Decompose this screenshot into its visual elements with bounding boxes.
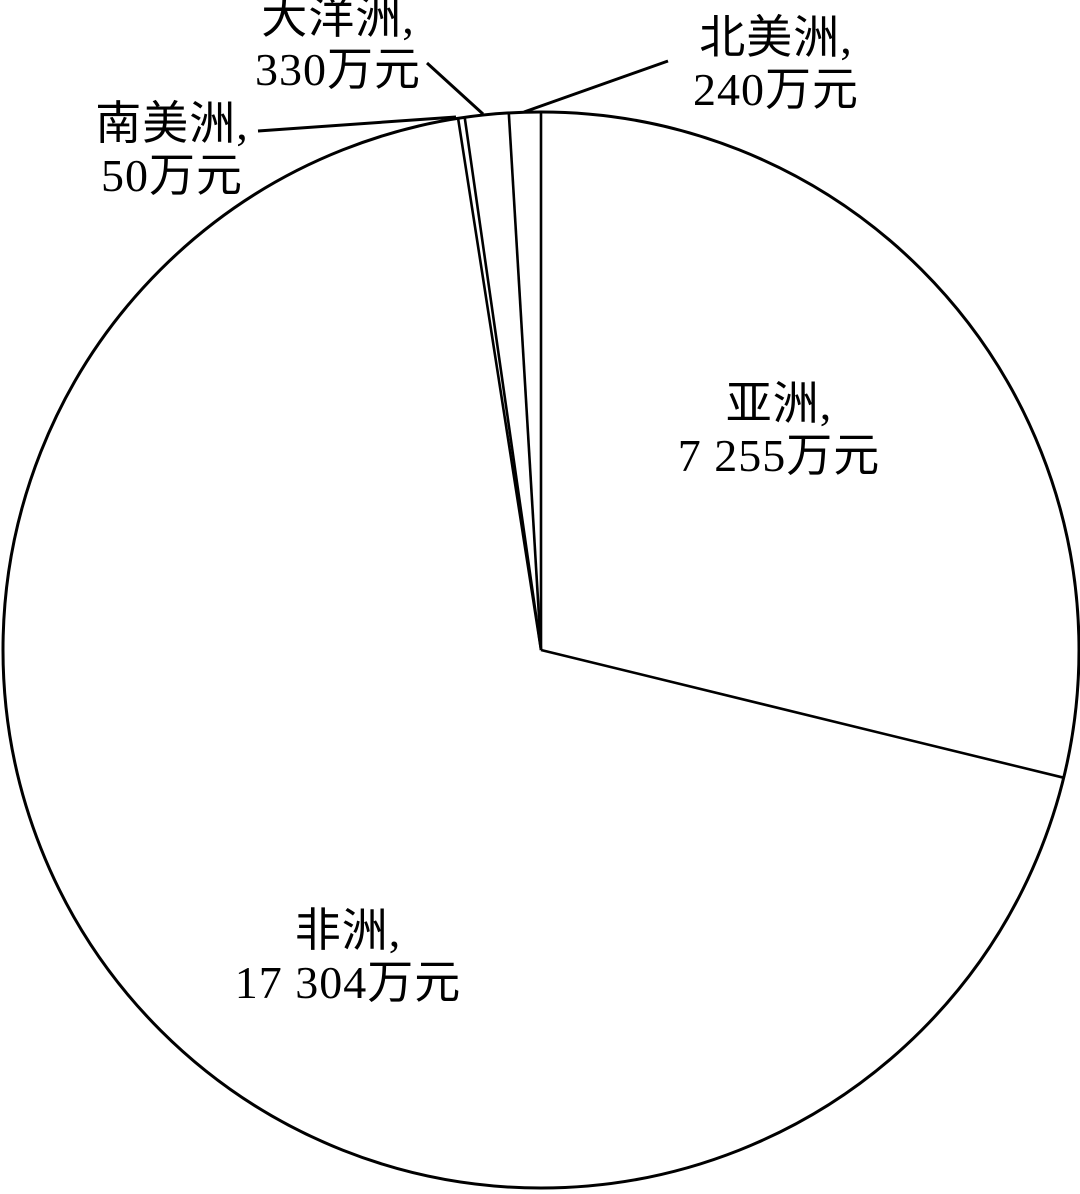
label-north-america-value: 240万元 [693,64,859,116]
slice-boundary-非洲 [540,648,1064,779]
label-asia: 亚洲, 7 255万元 [678,378,881,483]
slice-boundary-北美洲 [507,112,543,651]
pie-boundaries [456,112,1064,779]
label-oceania: 大洋洲, 330万元 [255,0,421,97]
label-africa-value: 17 304万元 [234,957,462,1009]
label-oceania-value: 330万元 [255,44,421,96]
label-south-america-value: 50万元 [101,150,243,202]
label-south-america: 南美洲, 50万元 [95,98,249,203]
leader-line-oceania [425,61,485,116]
leader-line-north-america [523,59,669,114]
label-oceania-name: 大洋洲, [261,0,415,43]
label-south-america-name: 南美洲, [95,98,249,149]
leader-lines [257,59,669,133]
leader-line-south-america [257,115,457,133]
slice-boundary-大洋洲 [463,117,543,651]
label-north-america-name: 北美洲, [699,12,853,63]
label-north-america: 北美洲, 240万元 [693,12,859,117]
label-asia-value: 7 255万元 [677,430,881,482]
label-asia-name: 亚洲, [725,378,833,429]
label-africa: 非洲, 17 304万元 [235,905,462,1010]
label-africa-name: 非洲, [294,905,402,956]
